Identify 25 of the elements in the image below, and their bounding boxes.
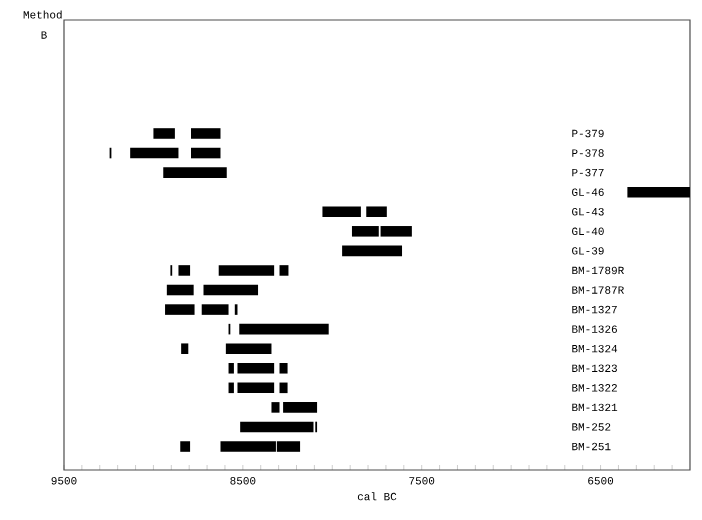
bar xyxy=(240,421,314,433)
bar xyxy=(178,265,191,276)
bar xyxy=(130,147,179,159)
bar xyxy=(322,206,361,218)
bar xyxy=(181,343,189,354)
bar xyxy=(627,186,690,198)
bar xyxy=(225,343,272,354)
bar xyxy=(279,382,288,394)
bar xyxy=(163,167,227,178)
bar xyxy=(203,284,259,296)
bar xyxy=(218,265,275,276)
bar xyxy=(366,206,387,218)
bar xyxy=(239,323,329,335)
bar xyxy=(153,128,175,139)
bar xyxy=(279,265,289,276)
bar xyxy=(190,147,221,159)
bar xyxy=(190,128,221,139)
bar xyxy=(166,284,194,296)
bar xyxy=(180,441,191,452)
bar xyxy=(237,382,275,394)
bar xyxy=(342,245,403,257)
bar xyxy=(165,304,195,315)
bar xyxy=(201,304,229,315)
bar xyxy=(237,362,275,374)
bar xyxy=(279,362,288,374)
